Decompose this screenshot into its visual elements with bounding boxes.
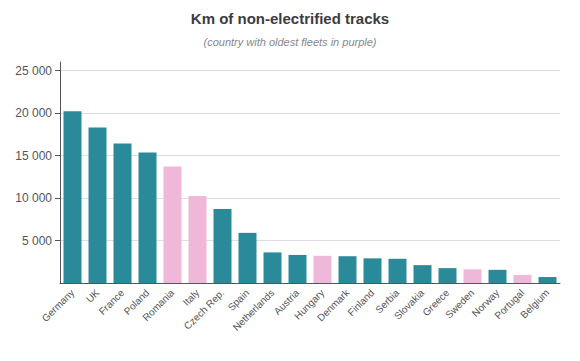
svg-text:20 000: 20 000 <box>15 106 52 120</box>
svg-text:Greece: Greece <box>420 287 452 318</box>
svg-text:Portugal: Portugal <box>492 287 527 322</box>
svg-text:Germany: Germany <box>40 287 77 324</box>
svg-text:Slovakia: Slovakia <box>392 287 427 322</box>
svg-text:Spain: Spain <box>225 287 252 313</box>
svg-text:5 000: 5 000 <box>22 234 52 248</box>
svg-text:UK: UK <box>84 287 102 305</box>
svg-text:Belgium: Belgium <box>518 287 551 320</box>
svg-text:Hungary: Hungary <box>291 287 327 322</box>
svg-text:Italy: Italy <box>181 287 202 308</box>
svg-text:Serbia: Serbia <box>373 287 402 316</box>
svg-text:Finland: Finland <box>345 287 376 318</box>
svg-text:25 000: 25 000 <box>15 64 52 78</box>
svg-text:Netherlands: Netherlands <box>231 287 277 333</box>
svg-text:10 000: 10 000 <box>15 191 52 205</box>
svg-text:(country with oldest fleets in: (country with oldest fleets in purple) <box>203 36 376 48</box>
svg-text:Norway: Norway <box>469 287 502 319</box>
svg-text:15 000: 15 000 <box>15 149 52 163</box>
svg-text:Sweden: Sweden <box>443 287 476 320</box>
svg-text:Km of non-electrified tracks: Km of non-electrified tracks <box>191 10 389 27</box>
svg-text:Austria: Austria <box>271 287 302 317</box>
svg-text:Czech Rep.: Czech Rep. <box>182 287 227 332</box>
svg-text:France: France <box>97 287 127 317</box>
svg-text:Poland: Poland <box>121 287 152 317</box>
svg-text:Romania: Romania <box>140 287 176 323</box>
svg-text:Denmark: Denmark <box>315 287 351 323</box>
